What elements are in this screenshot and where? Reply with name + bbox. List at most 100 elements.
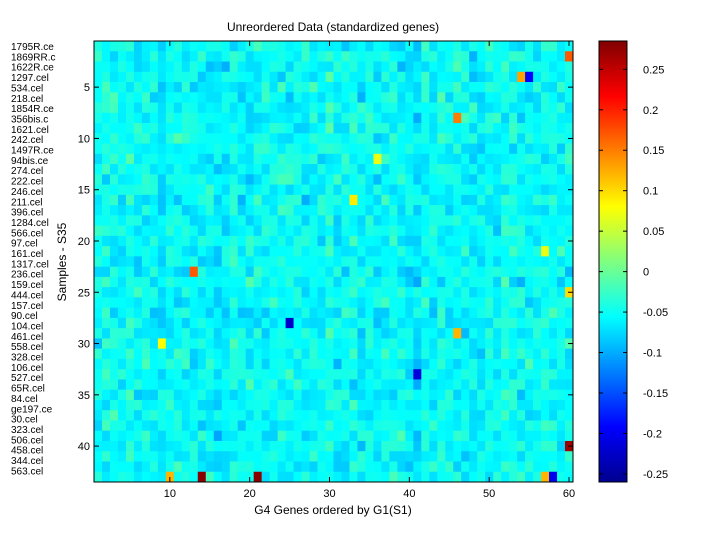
heatmap-cell xyxy=(541,205,550,216)
heatmap-cell xyxy=(173,430,183,442)
colorbar-tick-label: 0.15 xyxy=(643,145,664,157)
heatmap-cell xyxy=(453,41,462,52)
heatmap-cell xyxy=(429,451,438,462)
heatmap-cell xyxy=(525,82,534,93)
heatmap-cell xyxy=(469,440,478,452)
heatmap-cell xyxy=(461,112,470,124)
heatmap-cell xyxy=(301,440,310,452)
heatmap-cell xyxy=(221,471,231,483)
heatmap-cell xyxy=(285,317,294,329)
heatmap-cell xyxy=(141,348,151,360)
heatmap-cell xyxy=(149,112,159,124)
heatmap-cell xyxy=(357,389,366,401)
heatmap-cell xyxy=(525,246,534,257)
heatmap-cell xyxy=(237,164,247,175)
heatmap-cell xyxy=(557,51,566,62)
heatmap-cell xyxy=(165,164,175,175)
heatmap-cell xyxy=(397,102,406,114)
heatmap-cell xyxy=(101,92,111,103)
heatmap-cell xyxy=(253,123,263,134)
sample-label: 211.cel xyxy=(11,197,43,208)
heatmap-cell xyxy=(277,194,286,206)
heatmap-cell xyxy=(309,389,318,401)
heatmap-cell xyxy=(229,133,239,144)
heatmap-cell xyxy=(501,420,510,432)
heatmap-cell xyxy=(517,338,526,350)
heatmap-cell xyxy=(165,338,175,350)
heatmap-cell xyxy=(373,287,382,298)
heatmap-cell xyxy=(101,164,111,175)
heatmap-cell xyxy=(485,317,494,329)
heatmap-cell xyxy=(557,174,566,185)
heatmap-cell xyxy=(293,369,302,380)
heatmap-cell xyxy=(301,307,310,319)
heatmap-cell xyxy=(333,256,342,268)
heatmap-cell xyxy=(445,61,454,73)
heatmap-cell xyxy=(493,266,502,278)
heatmap-cell xyxy=(173,471,183,483)
heatmap-cell xyxy=(149,328,159,339)
heatmap-cell xyxy=(181,51,191,62)
heatmap-cell xyxy=(461,256,470,268)
heatmap-cell xyxy=(517,123,526,134)
heatmap-cell xyxy=(541,266,550,278)
heatmap-cell xyxy=(125,379,135,391)
heatmap-cell xyxy=(325,420,334,432)
heatmap-cell xyxy=(493,328,502,339)
heatmap-cell xyxy=(485,143,494,155)
heatmap-cell xyxy=(437,174,446,185)
heatmap-cell xyxy=(405,399,414,411)
heatmap-cell xyxy=(101,369,111,380)
heatmap-cell xyxy=(373,51,382,62)
heatmap-cell xyxy=(445,430,454,442)
heatmap-cell xyxy=(477,266,486,278)
heatmap-cell xyxy=(117,338,127,350)
heatmap-cell xyxy=(261,153,271,165)
heatmap-cell xyxy=(365,317,374,329)
heatmap-cell xyxy=(293,461,302,473)
heatmap-cell xyxy=(173,133,183,144)
heatmap-cell xyxy=(437,266,446,278)
heatmap-cell xyxy=(309,307,318,319)
heatmap-cell xyxy=(205,348,215,360)
heatmap-cell xyxy=(357,61,366,73)
heatmap-cell xyxy=(197,112,207,124)
heatmap-cell xyxy=(437,338,446,350)
heatmap-cell xyxy=(429,51,438,62)
heatmap-cell xyxy=(381,369,390,380)
heatmap-cell xyxy=(189,174,199,185)
heatmap-cell xyxy=(429,297,438,309)
heatmap-cell xyxy=(421,420,430,432)
heatmap-cell xyxy=(309,379,318,391)
heatmap-cell xyxy=(221,225,231,237)
heatmap-cell xyxy=(133,194,143,206)
heatmap-cell xyxy=(157,389,167,401)
heatmap-cell xyxy=(565,51,574,62)
heatmap-cell xyxy=(389,317,398,329)
heatmap-cell xyxy=(221,389,231,401)
heatmap-cell xyxy=(413,194,422,206)
heatmap-cell xyxy=(445,174,454,185)
heatmap-cell xyxy=(477,102,486,114)
heatmap-cell xyxy=(349,71,358,83)
heatmap-cell xyxy=(173,174,183,185)
heatmap-cell xyxy=(501,451,510,462)
heatmap-cell xyxy=(117,194,127,206)
heatmap-cell xyxy=(477,307,486,319)
heatmap-cell xyxy=(485,389,494,401)
heatmap-cell xyxy=(333,410,342,421)
heatmap-cell xyxy=(541,133,550,144)
heatmap-cell xyxy=(221,317,231,329)
heatmap-cell xyxy=(117,287,127,298)
heatmap-cell xyxy=(277,143,286,155)
heatmap-cell xyxy=(213,461,223,473)
heatmap-cell xyxy=(517,389,526,401)
heatmap-cell xyxy=(317,174,326,185)
heatmap-cell xyxy=(549,317,558,329)
heatmap-cell xyxy=(557,133,566,144)
heatmap-cell xyxy=(141,82,151,93)
heatmap-cell xyxy=(453,71,462,83)
heatmap-cell xyxy=(429,246,438,257)
heatmap-cell xyxy=(237,102,247,114)
heatmap-cell xyxy=(509,164,518,175)
